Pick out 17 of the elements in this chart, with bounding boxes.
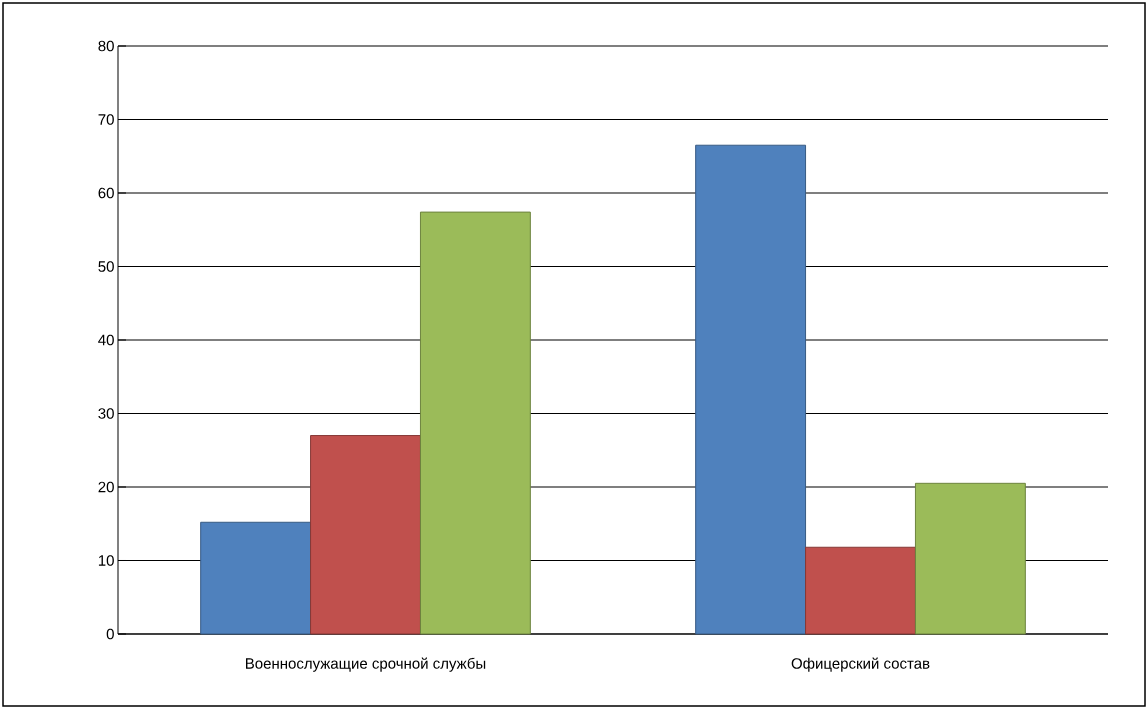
y-tick-label: 20 <box>98 481 114 493</box>
bar <box>805 546 916 635</box>
y-tick-label: 70 <box>98 114 114 125</box>
y-tick-label: 50 <box>98 261 114 272</box>
y-tick-label: 30 <box>98 408 114 419</box>
y-tick-label: 10 <box>98 555 114 566</box>
x-tick-label: Офицерский состав <box>791 657 930 672</box>
y-tick-label: 40 <box>98 334 114 346</box>
y-tick-label: 0 <box>106 628 114 640</box>
x-tick-label: Военнослужащие срочной службы <box>246 657 486 672</box>
bar <box>419 211 531 635</box>
bar <box>310 435 421 635</box>
bar <box>695 144 807 635</box>
bar <box>200 521 312 635</box>
y-tick-label: 60 <box>98 187 114 199</box>
bar <box>914 482 1026 635</box>
y-tick-label: 80 <box>98 40 114 52</box>
